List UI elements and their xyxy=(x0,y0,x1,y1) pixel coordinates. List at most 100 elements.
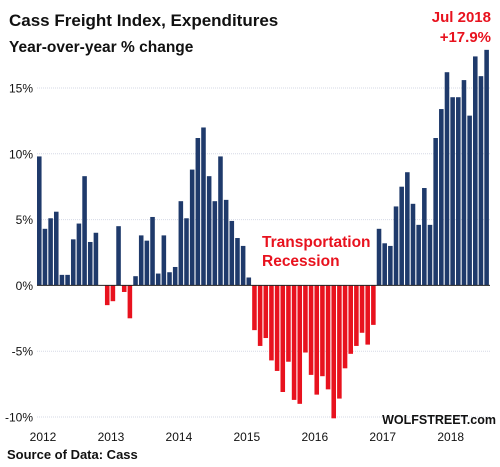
annotation-line-2: Recession xyxy=(262,253,340,270)
bar xyxy=(461,80,467,286)
bar xyxy=(53,211,59,286)
bars xyxy=(37,49,489,419)
bar xyxy=(172,266,178,286)
bar xyxy=(308,285,314,375)
bar xyxy=(478,76,484,286)
bar xyxy=(155,273,161,286)
bar xyxy=(337,285,342,399)
bar xyxy=(206,176,212,286)
bar xyxy=(359,285,365,333)
bar xyxy=(201,127,206,286)
bar xyxy=(257,285,263,346)
x-tick-label: 2013 xyxy=(98,430,125,444)
bar xyxy=(150,216,155,286)
bar xyxy=(252,285,257,331)
gridlines xyxy=(37,87,490,418)
bar xyxy=(133,276,138,286)
y-tick-label: -10% xyxy=(5,411,33,425)
x-tick-label: 2017 xyxy=(369,430,396,444)
bar xyxy=(144,240,150,286)
watermark: WOLFSTREET.com xyxy=(382,413,496,427)
bar xyxy=(235,238,240,286)
bar xyxy=(342,285,348,369)
bar xyxy=(331,285,337,419)
bar xyxy=(473,56,478,286)
bar xyxy=(354,285,359,346)
bar xyxy=(422,188,427,286)
bar xyxy=(93,232,99,286)
source-note: Source of Data: Cass xyxy=(7,447,138,462)
bar xyxy=(320,285,325,377)
bar xyxy=(433,138,438,286)
chart-subtitle: Year-over-year % change xyxy=(9,39,194,56)
bar xyxy=(76,223,82,286)
bar xyxy=(484,49,489,286)
bar xyxy=(348,285,353,354)
bar xyxy=(127,285,133,319)
bar xyxy=(121,285,127,292)
x-tick-label: 2014 xyxy=(166,430,193,444)
bar xyxy=(263,285,269,339)
bar xyxy=(291,285,297,400)
bar xyxy=(240,245,246,286)
bar xyxy=(410,203,416,286)
callout-label: Jul 2018 xyxy=(432,9,491,26)
bar xyxy=(195,138,201,286)
bar xyxy=(467,115,472,286)
bar xyxy=(376,228,382,286)
bar xyxy=(161,235,167,286)
bar xyxy=(48,218,53,286)
bar xyxy=(269,285,274,361)
callout-value: +17.9% xyxy=(440,29,491,46)
x-tick-label: 2015 xyxy=(233,430,260,444)
x-tick-label: 2016 xyxy=(301,430,328,444)
bar xyxy=(223,199,229,286)
bar xyxy=(138,235,144,286)
axes: 15% 10% 5% 0% -5% -10% 2012 2013 2014 2015 2016 201… xyxy=(5,82,490,444)
bar xyxy=(365,285,370,345)
x-tick-label: 2018 xyxy=(437,430,464,444)
bar xyxy=(399,186,404,286)
bar xyxy=(314,285,320,395)
y-tick-label: 15% xyxy=(9,82,33,96)
bar xyxy=(439,109,444,286)
bar xyxy=(456,97,461,286)
bar xyxy=(427,224,433,286)
bar xyxy=(382,243,387,286)
bar xyxy=(65,274,70,286)
bar xyxy=(388,245,393,286)
bar xyxy=(178,201,184,286)
bar xyxy=(37,156,42,286)
bar xyxy=(246,277,252,286)
bar xyxy=(59,274,65,286)
bar xyxy=(393,206,399,286)
bar xyxy=(297,285,303,404)
bar xyxy=(189,169,195,286)
chart-title: Cass Freight Index, Expenditures xyxy=(9,11,278,30)
bar xyxy=(42,228,48,286)
bar xyxy=(229,220,235,286)
bar xyxy=(405,172,410,286)
y-tick-label: -5% xyxy=(12,345,34,359)
bar xyxy=(303,285,308,353)
bar xyxy=(87,241,93,286)
bar xyxy=(274,285,280,371)
bar xyxy=(325,285,331,390)
y-tick-label: 0% xyxy=(16,279,34,293)
bar xyxy=(104,285,110,306)
bar xyxy=(286,285,291,362)
y-tick-label: 10% xyxy=(9,147,33,161)
bar xyxy=(218,156,223,286)
bar xyxy=(110,285,116,302)
bar xyxy=(70,239,76,286)
bar xyxy=(280,285,286,392)
bar xyxy=(450,97,455,286)
bar xyxy=(116,226,121,286)
bar xyxy=(184,218,189,286)
annotation-line-1: Transportation xyxy=(262,234,371,251)
bar xyxy=(416,224,421,286)
bar xyxy=(167,272,172,286)
bar xyxy=(212,201,218,286)
x-tick-label: 2012 xyxy=(30,430,57,444)
